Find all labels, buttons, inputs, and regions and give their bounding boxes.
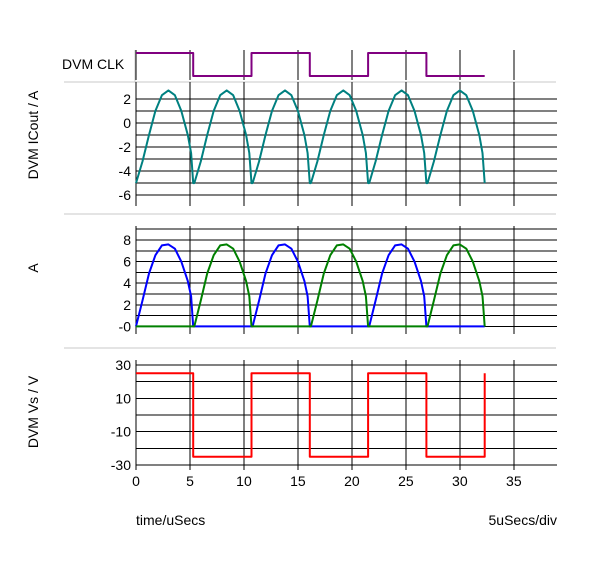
x-tick-label: 25 — [398, 473, 414, 489]
y-tick-label: -4 — [119, 163, 132, 179]
clk-panel: DVM CLK — [62, 50, 515, 80]
x-scale-note: 5uSecs/div — [489, 512, 557, 528]
series-line-2-1 — [136, 243, 486, 328]
x-tick-label: 20 — [344, 473, 360, 489]
series-line-2-0 — [135, 243, 485, 328]
y-tick-label: 6 — [123, 254, 131, 270]
x-tick-label: 5 — [186, 473, 194, 489]
y-tick-label: -6 — [119, 187, 132, 203]
current-ylabel: A — [25, 263, 41, 273]
icout-ylabel: DVM ICout / A — [25, 90, 41, 179]
series-line-1-0 — [135, 89, 486, 185]
x-tick-label: 15 — [290, 473, 306, 489]
y-tick-label: 8 — [123, 232, 131, 248]
y-tick-label: -10 — [111, 424, 131, 440]
clk-label: DVM CLK — [62, 56, 125, 72]
series-line-0-0 — [136, 52, 485, 77]
y-tick-label: -30 — [111, 457, 131, 473]
x-tick-label: 10 — [236, 473, 252, 489]
x-axis-label: time/uSecs — [136, 512, 205, 528]
current-panel: A 8 6 4 2 -0 — [25, 226, 557, 334]
y-tick-label: 10 — [115, 390, 131, 406]
icout-panel: DVM ICout / A 2 0 -2 -4 -6 — [25, 82, 557, 206]
series-line-3-0 — [136, 372, 486, 458]
voltage-panel: DVM Vs / V 30 10 -10 -30 0 5 10 15 20 25 30 35 — [25, 357, 557, 489]
x-tick-label: 30 — [452, 473, 468, 489]
y-tick-label: -0 — [119, 318, 132, 334]
voltage-ylabel: DVM Vs / V — [25, 375, 41, 448]
y-tick-label: 0 — [123, 115, 131, 131]
x-tick-label: 0 — [132, 473, 140, 489]
x-tick-label: 35 — [506, 473, 522, 489]
y-tick-label: 4 — [123, 275, 131, 291]
y-tick-label: 30 — [115, 357, 131, 373]
y-tick-label: 2 — [123, 297, 131, 313]
y-tick-label: -2 — [119, 139, 132, 155]
y-tick-label: 2 — [123, 91, 131, 107]
